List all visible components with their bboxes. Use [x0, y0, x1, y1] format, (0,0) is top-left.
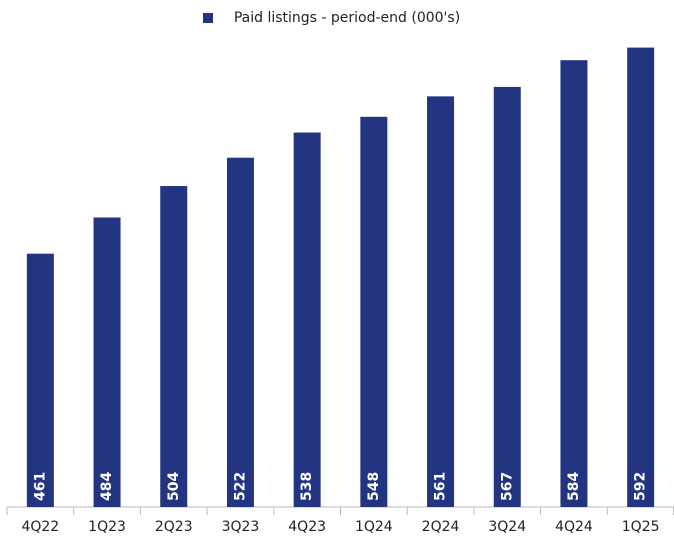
bar: [226, 157, 254, 507]
value-label: 567: [499, 472, 515, 501]
x-tick-label: 4Q24: [555, 519, 593, 535]
bar: [160, 186, 188, 508]
x-tick-label: 2Q24: [422, 519, 460, 535]
bar: [560, 60, 588, 507]
x-tick-label: 4Q22: [21, 519, 59, 535]
value-label: 484: [99, 472, 115, 501]
value-label: 461: [32, 472, 48, 501]
legend-label: Paid listings - period-end (000's): [234, 10, 460, 26]
bar: [26, 253, 54, 507]
bar: [93, 217, 121, 508]
bar: [293, 132, 321, 507]
bar: [493, 86, 521, 508]
bar: [427, 96, 455, 508]
value-label: 538: [299, 472, 315, 501]
x-tick-label: 3Q24: [488, 519, 526, 535]
legend-swatch: [203, 13, 213, 23]
value-label: 548: [366, 472, 382, 501]
bar: [360, 116, 388, 508]
x-tick-label: 3Q23: [222, 519, 260, 535]
x-tick-label: 2Q23: [155, 519, 193, 535]
value-label: 592: [633, 472, 649, 501]
bar: [627, 47, 655, 507]
value-label: 584: [566, 472, 582, 501]
value-label: 561: [433, 472, 449, 501]
x-tick-label: 1Q23: [88, 519, 126, 535]
x-tick-label: 1Q25: [622, 519, 660, 535]
value-label: 504: [166, 472, 182, 501]
x-tick-label: 4Q23: [288, 519, 326, 535]
x-tick-label: 1Q24: [355, 519, 393, 535]
value-label: 522: [232, 472, 248, 501]
